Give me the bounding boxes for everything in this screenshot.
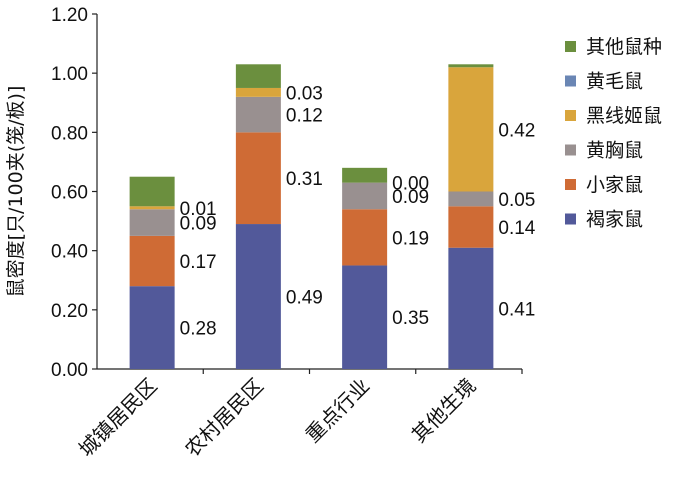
legend-label: 黑线姬鼠 bbox=[586, 105, 662, 127]
bar-segment bbox=[235, 224, 281, 369]
category-label: 农村居民区 bbox=[180, 374, 268, 462]
legend-label: 黄胸鼠 bbox=[586, 140, 643, 162]
bar-segment bbox=[342, 182, 388, 210]
y-tick-label: 1.00 bbox=[51, 64, 88, 85]
y-tick-label: 0.00 bbox=[51, 360, 88, 381]
bar-segment bbox=[235, 96, 281, 133]
data-label: 0.31 bbox=[286, 169, 323, 190]
bar-segment bbox=[448, 191, 494, 207]
y-tick-label: 0.60 bbox=[51, 183, 88, 204]
data-label: 0.35 bbox=[392, 308, 429, 329]
y-axis-title: 鼠密度[只/100夹(笼/板)] bbox=[5, 86, 27, 298]
data-labels: 0.280.170.090.010.490.310.120.030.350.19… bbox=[180, 83, 536, 339]
category-label: 重点行业 bbox=[301, 374, 375, 448]
legend-swatch bbox=[565, 213, 576, 225]
data-label: 0.28 bbox=[180, 319, 217, 340]
data-label: 0.17 bbox=[180, 252, 217, 273]
category-label: 城镇居民区 bbox=[74, 374, 162, 462]
legend-label: 黄毛鼠 bbox=[586, 71, 643, 93]
data-label: 0.19 bbox=[392, 228, 429, 249]
bar-segment bbox=[129, 235, 175, 287]
legend-label: 小家鼠 bbox=[586, 174, 643, 196]
data-label: 0.00 bbox=[392, 174, 429, 195]
data-label: 0.05 bbox=[498, 190, 535, 211]
data-label: 0.12 bbox=[286, 106, 323, 127]
data-label: 0.09 bbox=[392, 187, 429, 208]
bar-segment bbox=[342, 209, 388, 266]
data-label: 0.09 bbox=[180, 214, 217, 235]
data-label: 0.42 bbox=[498, 120, 535, 141]
bars bbox=[129, 64, 494, 369]
y-tick-label: 0.20 bbox=[51, 301, 88, 322]
category-label: 其他生境 bbox=[407, 374, 481, 448]
data-label: 0.41 bbox=[498, 299, 535, 320]
y-tick-label: 1.20 bbox=[51, 5, 88, 26]
y-tick-label: 0.40 bbox=[51, 242, 88, 263]
bar-segment bbox=[448, 64, 494, 68]
data-label: 0.01 bbox=[180, 199, 217, 220]
bar-segment bbox=[342, 167, 388, 183]
bar-segment bbox=[235, 87, 281, 97]
bar-segment bbox=[448, 247, 494, 369]
data-label: 0.14 bbox=[498, 218, 535, 239]
legend-swatch bbox=[565, 144, 576, 156]
legend-swatch bbox=[565, 179, 576, 190]
bar-segment bbox=[235, 132, 281, 225]
bar-segment bbox=[129, 176, 175, 207]
legend-swatch bbox=[565, 75, 576, 87]
bar-segment bbox=[448, 206, 494, 248]
bar-segment bbox=[235, 64, 281, 88]
bar-segment bbox=[129, 286, 175, 369]
legend-label: 褐家鼠 bbox=[586, 209, 643, 231]
bar-segment bbox=[129, 206, 175, 210]
y-tick-label: 0.80 bbox=[51, 123, 88, 144]
legend-swatch bbox=[565, 41, 576, 52]
data-label: 0.03 bbox=[286, 83, 323, 104]
legend-label: 其他鼠种 bbox=[586, 36, 662, 58]
bar-segment bbox=[448, 67, 494, 192]
legend-swatch bbox=[565, 110, 576, 121]
bar-segment bbox=[342, 265, 388, 369]
data-label: 0.49 bbox=[286, 288, 323, 309]
bar-segment bbox=[129, 209, 175, 236]
